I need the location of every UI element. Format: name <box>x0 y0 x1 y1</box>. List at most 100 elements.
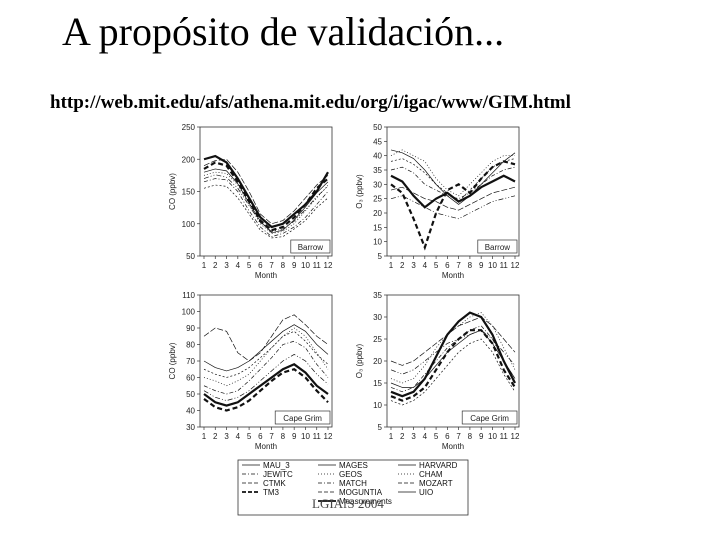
series-line-8 <box>390 329 516 388</box>
legend-entry: CHAM <box>419 470 443 479</box>
x-axis-label: Month <box>442 271 464 280</box>
x-tick-label: 10 <box>301 432 310 441</box>
station-label-box <box>461 410 518 425</box>
y-tick-label: 20 <box>373 357 382 366</box>
y-tick-label: 10 <box>373 401 382 410</box>
y-tick-label: 30 <box>373 180 382 189</box>
y-tick-label: 5 <box>378 252 383 261</box>
y-tick-label: 80 <box>186 341 195 350</box>
station-label-box <box>274 410 331 425</box>
x-tick-label: 6 <box>445 432 450 441</box>
legend-box <box>237 459 469 516</box>
x-tick-label: 11 <box>313 432 322 441</box>
y-tick-label: 25 <box>373 195 382 204</box>
x-tick-label: 1 <box>202 432 207 441</box>
x-tick-label: 7 <box>269 432 274 441</box>
y-tick-label: 100 <box>182 308 196 317</box>
x-tick-label: 12 <box>511 432 520 441</box>
x-tick-label: 9 <box>292 261 297 270</box>
y-tick-label: 45 <box>373 137 382 146</box>
x-tick-label: 2 <box>400 432 405 441</box>
series-line-4 <box>390 166 516 200</box>
x-tick-label: 8 <box>468 432 473 441</box>
station-label: Barrow <box>298 243 324 252</box>
y-tick-label: 60 <box>186 374 195 383</box>
x-tick-label: 11 <box>500 432 509 441</box>
legend-entry: GEOS <box>339 470 362 479</box>
series-line-5 <box>203 158 329 225</box>
x-tick-label: 8 <box>468 261 473 270</box>
x-tick-label: 4 <box>423 432 428 441</box>
y-tick-label: 5 <box>378 423 383 432</box>
series-line-5 <box>390 316 516 366</box>
x-tick-label: 12 <box>511 261 520 270</box>
series-line-5 <box>203 314 329 362</box>
y-tick-label: 35 <box>373 166 382 175</box>
source-url[interactable]: http://web.mit.edu/afs/athena.mit.edu/or… <box>50 92 571 113</box>
series-line-6 <box>203 184 329 239</box>
series-line-7 <box>203 353 329 401</box>
y-tick-label: 250 <box>182 123 196 132</box>
x-tick-label: 2 <box>213 432 218 441</box>
x-tick-label: 4 <box>236 432 241 441</box>
series-line-7 <box>390 195 516 220</box>
station-label-box <box>290 239 331 254</box>
x-tick-label: 6 <box>258 261 263 270</box>
series-line-1 <box>390 174 516 209</box>
plot-frame <box>199 126 333 257</box>
y-axis-label: O₃ (ppbv) <box>355 343 364 378</box>
x-tick-label: 7 <box>456 432 461 441</box>
x-tick-label: 5 <box>247 261 252 270</box>
plot-frame <box>386 294 520 428</box>
x-tick-label: 1 <box>389 261 394 270</box>
series-line-2 <box>203 368 329 412</box>
series-line-7 <box>390 329 516 375</box>
y-tick-label: 10 <box>373 238 382 247</box>
y-tick-label: 30 <box>373 313 382 322</box>
x-tick-label: 10 <box>488 261 497 270</box>
x-tick-label: 12 <box>324 261 333 270</box>
x-tick-label: 2 <box>213 261 218 270</box>
y-tick-label: 40 <box>186 407 195 416</box>
x-tick-label: 5 <box>434 261 439 270</box>
series-line-6 <box>390 338 516 406</box>
x-tick-label: 4 <box>236 261 241 270</box>
series-line-2 <box>390 329 516 402</box>
legend-entry: UIO <box>419 488 433 497</box>
legend-entry: CTMK <box>263 479 286 488</box>
y-tick-label: 20 <box>373 209 382 218</box>
series-line-2 <box>390 160 516 251</box>
x-tick-label: 12 <box>324 432 333 441</box>
legend-entry: MAGES <box>339 461 368 470</box>
station-label: Barrow <box>485 243 511 252</box>
series-line-3 <box>203 171 329 234</box>
series-line-4 <box>203 340 329 395</box>
y-tick-label: 50 <box>186 252 195 261</box>
y-axis-label: CO (ppbv) <box>168 342 177 379</box>
series-line-3 <box>203 327 329 387</box>
series-line-5 <box>390 186 516 211</box>
x-axis-label: Month <box>255 442 277 451</box>
y-tick-label: 150 <box>182 188 196 197</box>
legend-entry: MAU_3 <box>263 461 290 470</box>
x-tick-label: 1 <box>389 432 394 441</box>
y-tick-label: 40 <box>373 152 382 161</box>
x-tick-label: 3 <box>411 261 416 270</box>
x-tick-label: 5 <box>434 432 439 441</box>
x-tick-label: 8 <box>281 261 286 270</box>
y-tick-label: 100 <box>182 220 196 229</box>
series-line-6 <box>390 158 516 202</box>
y-tick-label: 200 <box>182 155 196 164</box>
x-tick-label: 4 <box>423 261 428 270</box>
y-tick-label: 50 <box>373 123 382 132</box>
station-label-box <box>477 239 518 254</box>
y-tick-label: 15 <box>373 223 382 232</box>
plot-frame <box>199 294 333 428</box>
station-label: Cape Grim <box>470 414 509 423</box>
legend-entry: JEWITC <box>263 470 293 479</box>
legend-entry: MOZART <box>419 479 453 488</box>
